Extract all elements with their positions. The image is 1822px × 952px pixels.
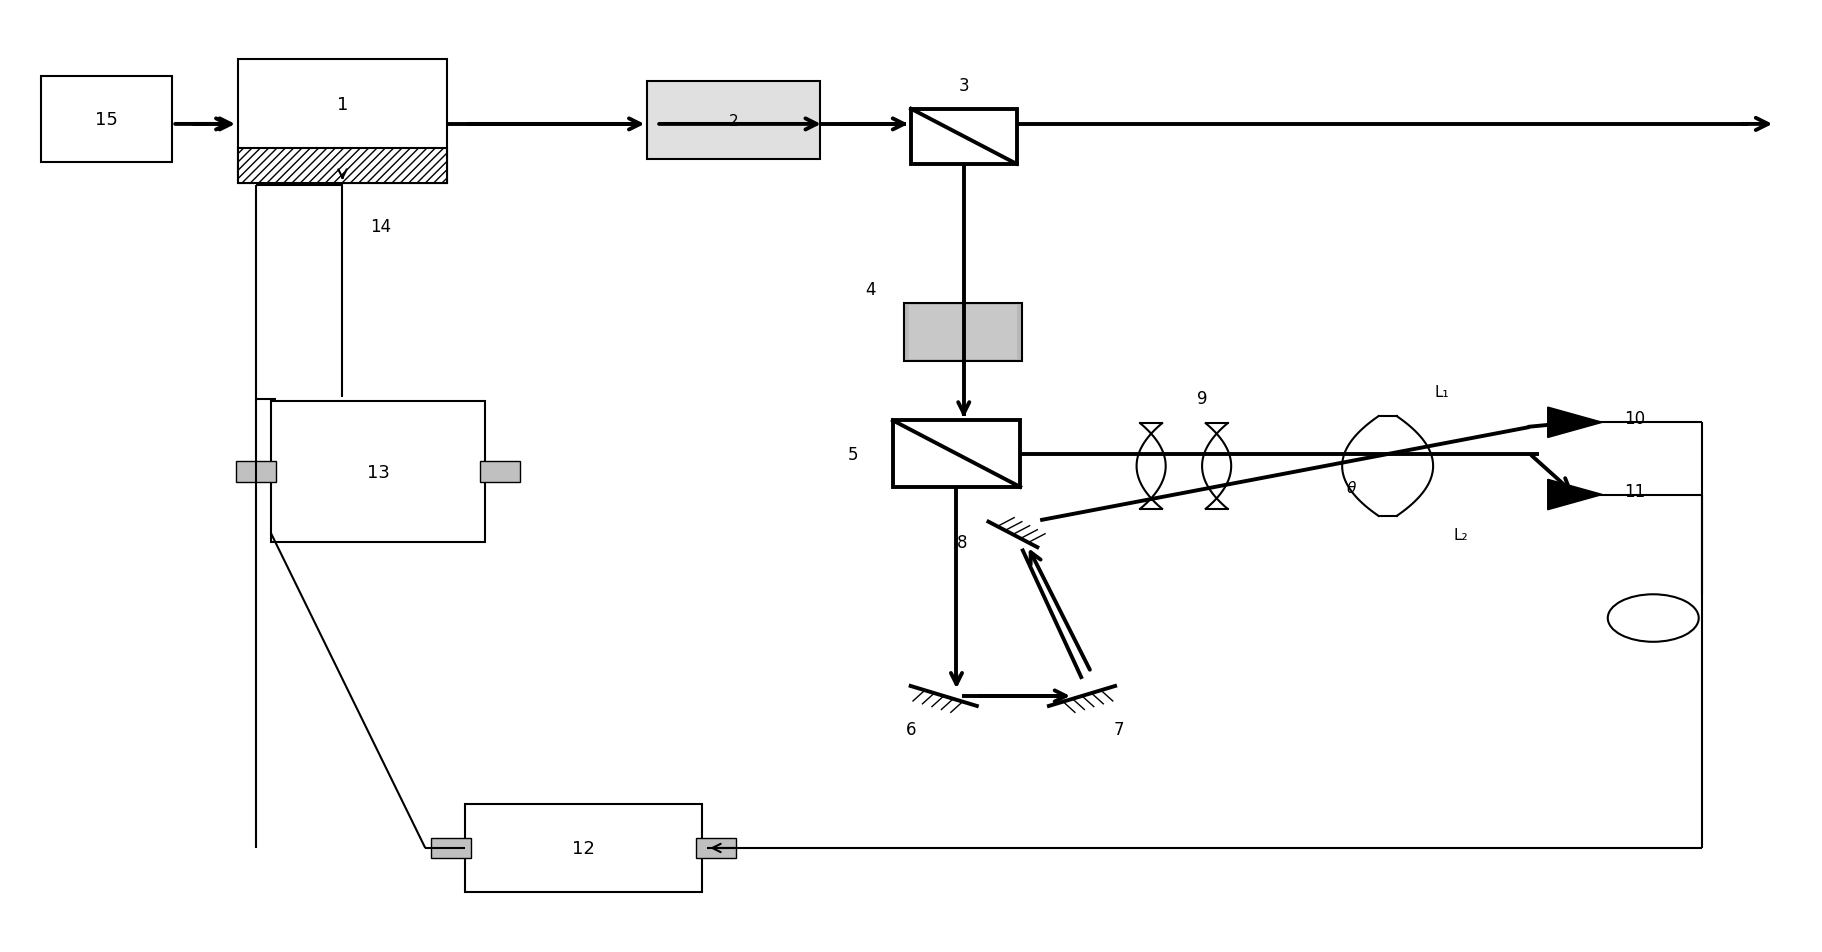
Text: 3: 3 (958, 77, 969, 95)
Text: 1: 1 (337, 95, 348, 113)
Bar (239, 60, 446, 184)
Text: 12: 12 (572, 839, 596, 857)
Bar (696, 838, 736, 859)
Polygon shape (1547, 407, 1602, 438)
Text: 10: 10 (1625, 410, 1645, 428)
Bar (893, 421, 1020, 487)
Bar (465, 804, 701, 892)
Bar (42, 77, 173, 163)
Text: 14: 14 (370, 217, 392, 235)
Text: 4: 4 (865, 281, 876, 299)
Bar (237, 462, 277, 483)
Polygon shape (1547, 480, 1602, 510)
Text: L₁: L₁ (1436, 385, 1450, 400)
Text: 5: 5 (847, 446, 858, 464)
Bar (904, 304, 1022, 362)
Text: $\theta$: $\theta$ (1346, 480, 1357, 495)
Bar (430, 838, 470, 859)
Text: L₂: L₂ (1454, 527, 1469, 543)
Text: 6: 6 (906, 721, 916, 739)
Text: 15: 15 (95, 111, 118, 129)
Bar (911, 109, 1017, 165)
Text: 2: 2 (729, 113, 738, 129)
Text: 7: 7 (1113, 721, 1124, 739)
Bar (479, 462, 519, 483)
Bar (647, 82, 820, 160)
Bar (909, 307, 1017, 359)
Bar (271, 402, 485, 543)
Text: 9: 9 (1197, 389, 1208, 407)
Text: 11: 11 (1625, 483, 1645, 500)
Text: 13: 13 (366, 464, 390, 481)
Bar (239, 149, 446, 184)
Text: 8: 8 (957, 533, 967, 551)
